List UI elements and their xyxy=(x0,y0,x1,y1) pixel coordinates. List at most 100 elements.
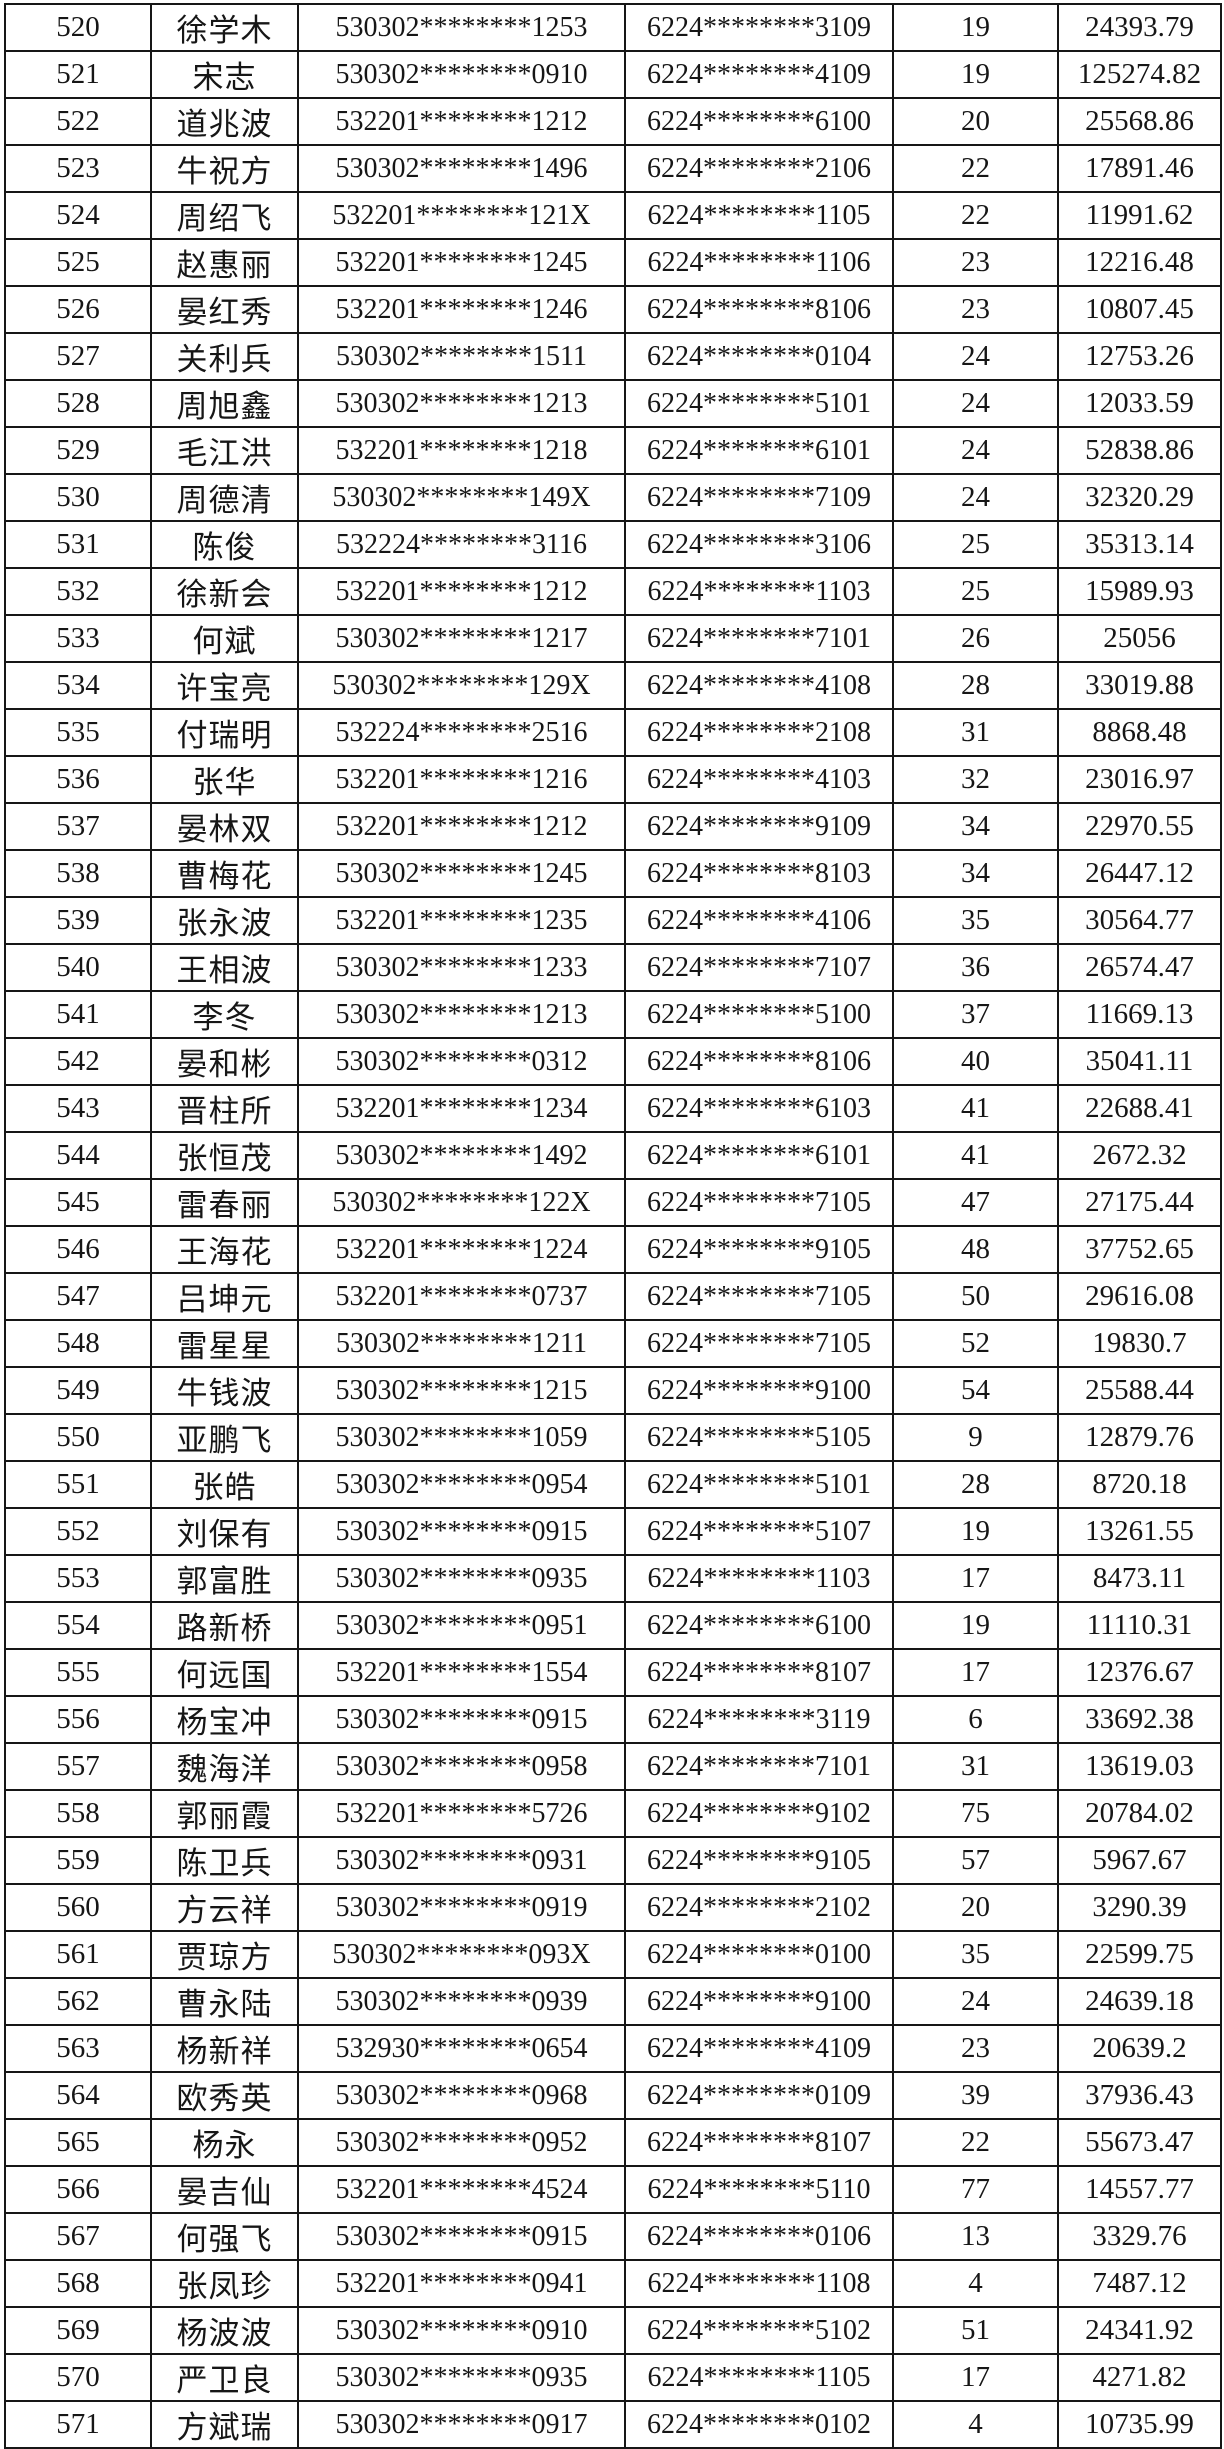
cell-person-name: 张凤珍 xyxy=(150,2259,299,2308)
cell-row-index: 541 xyxy=(4,990,152,1039)
cell-count: 24 xyxy=(892,1977,1059,2026)
cell-row-index: 564 xyxy=(4,2071,152,2120)
table-row: 559 陈卫兵 530302********0931 6224********9105… xyxy=(4,1836,1222,1885)
cell-row-index: 544 xyxy=(4,1131,152,1180)
cell-person-name: 王相波 xyxy=(150,943,299,992)
cell-bank-card-masked: 6224********4103 xyxy=(624,755,894,804)
cell-bank-card-masked: 6224********3106 xyxy=(624,520,894,569)
table-row: 537 晏林双 532201********1212 6224********9109… xyxy=(4,802,1222,851)
cell-count: 32 xyxy=(892,755,1059,804)
cell-row-index: 534 xyxy=(4,661,152,710)
cell-row-index: 526 xyxy=(4,285,152,334)
payment-list-body: 520 徐学木 530302********1253 6224********3109… xyxy=(4,3,1222,2449)
cell-id-number-masked: 530302********1213 xyxy=(297,990,626,1039)
cell-amount: 13619.03 xyxy=(1057,1742,1222,1791)
cell-count: 4 xyxy=(892,2259,1059,2308)
table-row: 558 郭丽霞 532201********5726 6224********9102… xyxy=(4,1789,1222,1838)
cell-row-index: 538 xyxy=(4,849,152,898)
cell-person-name: 雷星星 xyxy=(150,1319,299,1368)
table-row: 557 魏海洋 530302********0958 6224********7101… xyxy=(4,1742,1222,1791)
cell-id-number-masked: 530302********093X xyxy=(297,1930,626,1979)
cell-bank-card-masked: 6224********9100 xyxy=(624,1366,894,1415)
cell-id-number-masked: 530302********1211 xyxy=(297,1319,626,1368)
cell-id-number-masked: 530302********1492 xyxy=(297,1131,626,1180)
cell-person-name: 晏吉仙 xyxy=(150,2165,299,2214)
cell-amount: 25056 xyxy=(1057,614,1222,663)
cell-person-name: 赵惠丽 xyxy=(150,238,299,287)
table-row: 565 杨永 530302********0952 6224********8107 2… xyxy=(4,2118,1222,2167)
cell-id-number-masked: 532201********0941 xyxy=(297,2259,626,2308)
cell-id-number-masked: 530302********0954 xyxy=(297,1460,626,1509)
cell-count: 41 xyxy=(892,1131,1059,1180)
cell-row-index: 523 xyxy=(4,144,152,193)
cell-row-index: 556 xyxy=(4,1695,152,1744)
cell-person-name: 晏红秀 xyxy=(150,285,299,334)
cell-person-name: 王海花 xyxy=(150,1225,299,1274)
cell-row-index: 527 xyxy=(4,332,152,381)
table-row: 556 杨宝冲 530302********0915 6224********3119… xyxy=(4,1695,1222,1744)
cell-id-number-masked: 532201********1234 xyxy=(297,1084,626,1133)
cell-person-name: 张皓 xyxy=(150,1460,299,1509)
cell-bank-card-masked: 6224********7105 xyxy=(624,1178,894,1227)
cell-amount: 8473.11 xyxy=(1057,1554,1222,1603)
cell-count: 34 xyxy=(892,802,1059,851)
table-row: 526 晏红秀 532201********1246 6224********8106… xyxy=(4,285,1222,334)
cell-amount: 8868.48 xyxy=(1057,708,1222,757)
cell-person-name: 杨波波 xyxy=(150,2306,299,2355)
cell-row-index: 566 xyxy=(4,2165,152,2214)
cell-id-number-masked: 532201********0737 xyxy=(297,1272,626,1321)
table-row: 528 周旭鑫 530302********1213 6224********5101… xyxy=(4,379,1222,428)
cell-id-number-masked: 530302********0312 xyxy=(297,1037,626,1086)
cell-amount: 2672.32 xyxy=(1057,1131,1222,1180)
cell-amount: 20784.02 xyxy=(1057,1789,1222,1838)
table-row: 560 方云祥 530302********0919 6224********2102… xyxy=(4,1883,1222,1932)
cell-bank-card-masked: 6224********4109 xyxy=(624,50,894,99)
cell-id-number-masked: 530302********1059 xyxy=(297,1413,626,1462)
cell-id-number-masked: 530302********0958 xyxy=(297,1742,626,1791)
cell-count: 13 xyxy=(892,2212,1059,2261)
cell-id-number-masked: 532201********5726 xyxy=(297,1789,626,1838)
cell-row-index: 547 xyxy=(4,1272,152,1321)
table-row: 522 道兆波 532201********1212 6224********6100… xyxy=(4,97,1222,146)
cell-bank-card-masked: 6224********7105 xyxy=(624,1319,894,1368)
cell-bank-card-masked: 6224********0109 xyxy=(624,2071,894,2120)
cell-id-number-masked: 532201********1218 xyxy=(297,426,626,475)
cell-count: 25 xyxy=(892,520,1059,569)
cell-row-index: 554 xyxy=(4,1601,152,1650)
table-row: 562 曹永陆 530302********0939 6224********9100… xyxy=(4,1977,1222,2026)
cell-id-number-masked: 530302********0951 xyxy=(297,1601,626,1650)
cell-bank-card-masked: 6224********9105 xyxy=(624,1225,894,1274)
cell-person-name: 何远国 xyxy=(150,1648,299,1697)
table-row: 523 牛祝方 530302********1496 6224********2106… xyxy=(4,144,1222,193)
cell-bank-card-masked: 6224********3119 xyxy=(624,1695,894,1744)
cell-amount: 22599.75 xyxy=(1057,1930,1222,1979)
cell-count: 24 xyxy=(892,473,1059,522)
cell-amount: 32320.29 xyxy=(1057,473,1222,522)
cell-bank-card-masked: 6224********1106 xyxy=(624,238,894,287)
table-row: 551 张皓 530302********0954 6224********5101 2… xyxy=(4,1460,1222,1509)
cell-person-name: 魏海洋 xyxy=(150,1742,299,1791)
cell-id-number-masked: 530302********1233 xyxy=(297,943,626,992)
cell-row-index: 555 xyxy=(4,1648,152,1697)
cell-bank-card-masked: 6224********6103 xyxy=(624,1084,894,1133)
cell-row-index: 562 xyxy=(4,1977,152,2026)
cell-count: 22 xyxy=(892,144,1059,193)
cell-amount: 26574.47 xyxy=(1057,943,1222,992)
cell-person-name: 付瑞明 xyxy=(150,708,299,757)
cell-row-index: 550 xyxy=(4,1413,152,1462)
cell-count: 51 xyxy=(892,2306,1059,2355)
cell-row-index: 565 xyxy=(4,2118,152,2167)
cell-count: 4 xyxy=(892,2400,1059,2449)
cell-person-name: 吕坤元 xyxy=(150,1272,299,1321)
table-row: 542 晏和彬 530302********0312 6224********8106… xyxy=(4,1037,1222,1086)
cell-row-index: 525 xyxy=(4,238,152,287)
cell-person-name: 晏林双 xyxy=(150,802,299,851)
cell-id-number-masked: 530302********0910 xyxy=(297,50,626,99)
cell-amount: 33019.88 xyxy=(1057,661,1222,710)
table-row: 524 周绍飞 532201********121X 6224********1105… xyxy=(4,191,1222,240)
table-row: 529 毛江洪 532201********1218 6224********6101… xyxy=(4,426,1222,475)
cell-amount: 3290.39 xyxy=(1057,1883,1222,1932)
cell-bank-card-masked: 6224********5107 xyxy=(624,1507,894,1556)
table-row: 527 关利兵 530302********1511 6224********0104… xyxy=(4,332,1222,381)
cell-bank-card-masked: 6224********1103 xyxy=(624,1554,894,1603)
